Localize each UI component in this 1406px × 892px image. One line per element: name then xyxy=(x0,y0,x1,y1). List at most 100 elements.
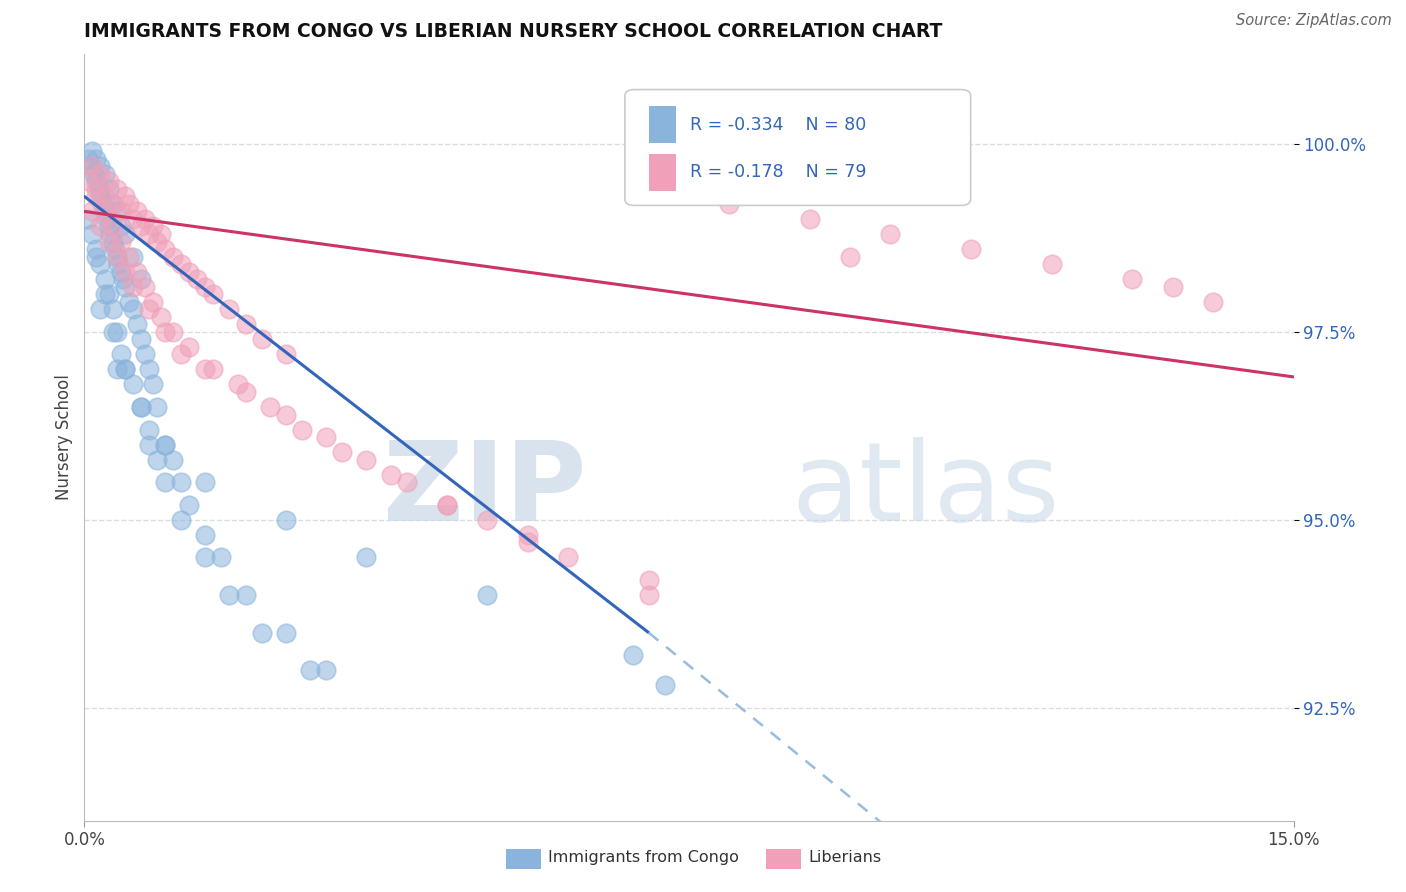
Point xyxy=(114,362,136,376)
Point xyxy=(125,265,148,279)
Point xyxy=(89,302,111,317)
Point xyxy=(97,182,120,196)
Point xyxy=(93,204,115,219)
Point xyxy=(170,513,193,527)
Point xyxy=(179,265,201,279)
Point xyxy=(101,302,124,317)
Point xyxy=(259,400,281,414)
Point xyxy=(138,362,160,376)
Point xyxy=(395,475,418,490)
Point xyxy=(101,197,124,211)
Point xyxy=(218,302,240,317)
Point xyxy=(110,204,132,219)
Point xyxy=(149,227,172,241)
Point xyxy=(330,445,353,459)
Point xyxy=(799,211,821,226)
Point xyxy=(86,182,108,196)
Point xyxy=(153,242,176,256)
Point xyxy=(121,279,143,293)
Point xyxy=(82,145,104,159)
Point xyxy=(87,182,110,196)
Point xyxy=(105,204,128,219)
Point xyxy=(1040,257,1063,271)
Point xyxy=(114,362,136,376)
Point xyxy=(142,294,165,309)
Point xyxy=(104,242,127,256)
Point xyxy=(138,227,160,241)
Point xyxy=(93,189,115,203)
Point xyxy=(134,211,156,226)
Point xyxy=(138,437,160,451)
Point xyxy=(114,279,136,293)
Point xyxy=(1161,279,1184,293)
Point xyxy=(477,513,499,527)
Point xyxy=(436,498,458,512)
Point xyxy=(105,250,128,264)
Point xyxy=(105,362,128,376)
Point xyxy=(97,235,120,249)
Point xyxy=(299,663,322,677)
Point xyxy=(1202,294,1225,309)
Point xyxy=(125,318,148,332)
Point xyxy=(226,377,249,392)
Point xyxy=(516,535,538,549)
Point xyxy=(235,588,257,602)
Text: ZIP: ZIP xyxy=(382,437,586,544)
Point xyxy=(146,400,169,414)
Point xyxy=(114,227,136,241)
Point xyxy=(82,159,104,173)
Point xyxy=(118,250,141,264)
Point xyxy=(77,211,100,226)
Point xyxy=(153,437,176,451)
Point xyxy=(202,287,225,301)
Point xyxy=(153,325,176,339)
Point xyxy=(153,437,176,451)
Point xyxy=(436,498,458,512)
Point xyxy=(162,325,184,339)
Point xyxy=(82,204,104,219)
Point xyxy=(96,211,118,226)
Point xyxy=(134,347,156,361)
Point xyxy=(557,550,579,565)
Point xyxy=(250,625,273,640)
Point xyxy=(218,588,240,602)
Point xyxy=(315,663,337,677)
Point xyxy=(86,189,108,203)
Point xyxy=(114,189,136,203)
Text: Immigrants from Congo: Immigrants from Congo xyxy=(548,850,740,864)
Point xyxy=(142,219,165,234)
Point xyxy=(170,347,193,361)
Point xyxy=(101,235,124,249)
Point xyxy=(194,475,217,490)
Point xyxy=(149,310,172,324)
Point xyxy=(477,588,499,602)
Point xyxy=(637,573,659,587)
Point xyxy=(107,257,129,271)
Point xyxy=(101,325,124,339)
Point xyxy=(202,362,225,376)
Point xyxy=(97,219,120,234)
Point xyxy=(654,678,676,692)
Point xyxy=(93,287,115,301)
Point xyxy=(89,159,111,173)
Point xyxy=(101,219,124,234)
Point xyxy=(356,452,378,467)
Point xyxy=(93,167,115,181)
Point xyxy=(637,588,659,602)
Point xyxy=(93,204,115,219)
Point xyxy=(179,340,201,354)
Point xyxy=(960,242,983,256)
Point xyxy=(235,318,257,332)
Text: atlas: atlas xyxy=(792,437,1060,544)
Point xyxy=(91,197,114,211)
Point xyxy=(121,211,143,226)
Point xyxy=(101,197,124,211)
Point xyxy=(516,528,538,542)
Point xyxy=(179,498,201,512)
Point xyxy=(129,219,152,234)
Point xyxy=(194,528,217,542)
Point xyxy=(112,272,135,286)
Text: Source: ZipAtlas.com: Source: ZipAtlas.com xyxy=(1236,13,1392,29)
Bar xyxy=(650,154,676,191)
Point xyxy=(86,174,108,188)
